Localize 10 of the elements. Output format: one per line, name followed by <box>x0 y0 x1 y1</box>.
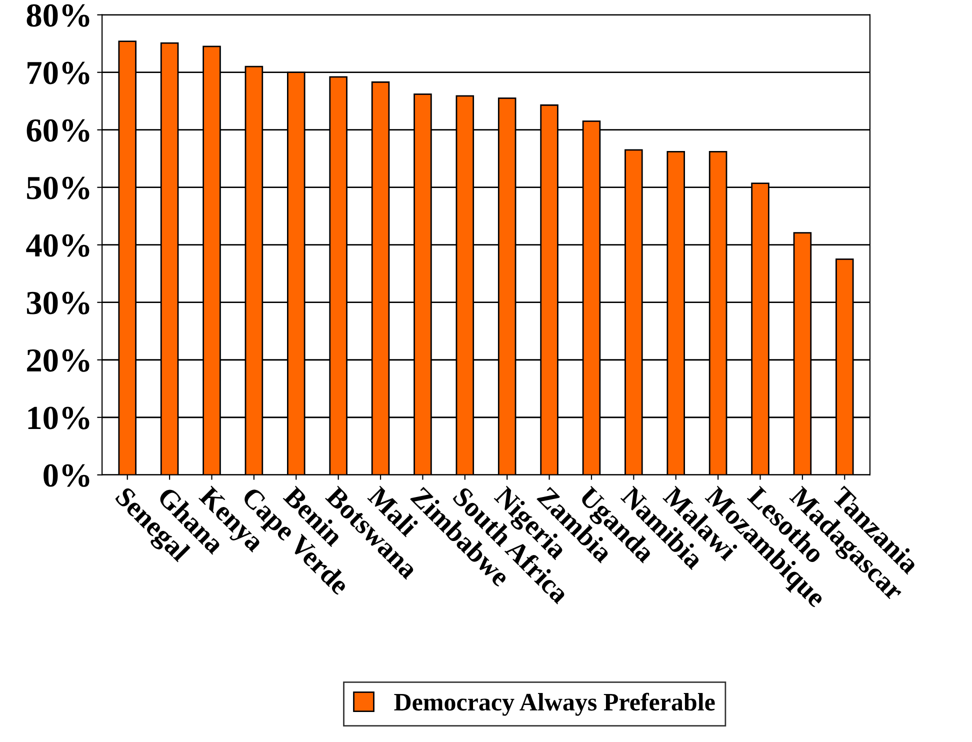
y-tick-label: 40% <box>26 234 90 257</box>
y-tick-label: 80% <box>26 4 90 27</box>
y-tick-label: 70% <box>28 62 90 84</box>
y-tick-label: 10% <box>28 406 90 430</box>
y-tick-label: 20% <box>27 349 90 372</box>
y-tick-label: 0% <box>44 464 90 487</box>
y-tick-label: 30% <box>26 292 90 314</box>
y-tick-label: 50% <box>27 176 90 200</box>
legend-label: Democracy Always Preferable <box>394 692 715 716</box>
y-tick-label: 60% <box>26 119 90 142</box>
